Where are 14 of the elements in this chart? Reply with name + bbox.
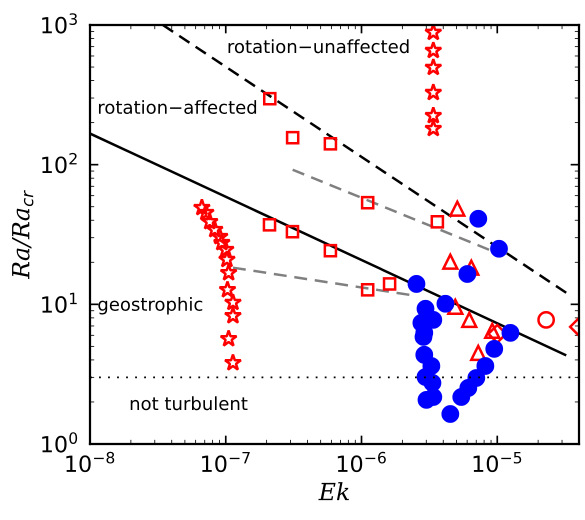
x-tick-label: 10$^{−6}$: [338, 452, 386, 472]
x-tick-label: 10$^{−8}$: [66, 452, 114, 472]
y-tick-label: 10$^{2}$: [42, 152, 77, 174]
y-axis-title: Ra/Ra$_{cr}$: [12, 190, 34, 280]
y-tick-label: 10$^{3}$: [42, 13, 77, 34]
annotation: rotation−unaffected: [228, 39, 409, 54]
annotation: rotation−affected: [98, 100, 256, 114]
annotation: not turbulent: [130, 396, 248, 410]
annotation: geostrophic: [98, 296, 202, 314]
y-tick-label: 10$^{1}$: [42, 292, 77, 313]
x-axis-title: Ek: [318, 482, 349, 500]
y-tick-label: 10$^{0}$: [42, 432, 78, 453]
x-tick-label: 10$^{−7}$: [202, 452, 250, 472]
x-tick-label: 10$^{−5}$: [474, 452, 522, 472]
